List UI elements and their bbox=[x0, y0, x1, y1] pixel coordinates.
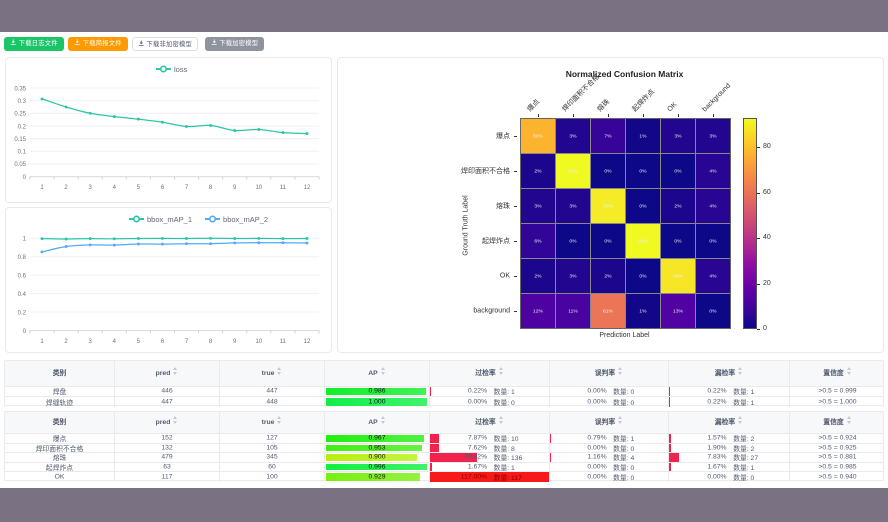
svg-text:12: 12 bbox=[304, 339, 311, 345]
svg-text:0: 0 bbox=[23, 175, 27, 181]
svg-text:10: 10 bbox=[255, 339, 262, 345]
svg-text:0.25: 0.25 bbox=[14, 112, 26, 118]
svg-text:0.3: 0.3 bbox=[18, 99, 27, 105]
svg-text:5: 5 bbox=[137, 185, 141, 191]
svg-text:0.4: 0.4 bbox=[18, 292, 27, 298]
svg-text:3: 3 bbox=[89, 339, 93, 345]
svg-text:0.35: 0.35 bbox=[14, 86, 26, 92]
svg-text:9: 9 bbox=[233, 185, 237, 191]
svg-text:0: 0 bbox=[23, 329, 27, 335]
svg-text:10: 10 bbox=[255, 185, 262, 191]
svg-text:2: 2 bbox=[64, 339, 68, 345]
svg-text:0.1: 0.1 bbox=[18, 150, 27, 156]
svg-text:2: 2 bbox=[64, 185, 68, 191]
svg-text:1: 1 bbox=[40, 339, 44, 345]
svg-text:11: 11 bbox=[280, 185, 287, 191]
svg-text:4: 4 bbox=[113, 185, 117, 191]
svg-text:0.2: 0.2 bbox=[18, 124, 27, 130]
svg-text:0.2: 0.2 bbox=[18, 310, 27, 316]
svg-text:1: 1 bbox=[23, 237, 27, 243]
svg-text:1: 1 bbox=[40, 185, 44, 191]
svg-text:3: 3 bbox=[89, 185, 93, 191]
svg-text:5: 5 bbox=[137, 339, 141, 345]
svg-text:7: 7 bbox=[185, 185, 189, 191]
svg-text:7: 7 bbox=[185, 339, 189, 345]
svg-text:4: 4 bbox=[113, 339, 117, 345]
svg-text:8: 8 bbox=[209, 339, 213, 345]
svg-text:8: 8 bbox=[209, 185, 213, 191]
svg-text:0.15: 0.15 bbox=[14, 137, 26, 143]
svg-text:12: 12 bbox=[304, 185, 311, 191]
svg-text:6: 6 bbox=[161, 185, 165, 191]
svg-text:0.6: 0.6 bbox=[18, 273, 27, 279]
svg-text:11: 11 bbox=[280, 339, 287, 345]
svg-text:6: 6 bbox=[161, 339, 165, 345]
svg-text:0.8: 0.8 bbox=[18, 255, 27, 261]
svg-text:0.05: 0.05 bbox=[14, 162, 26, 168]
svg-text:9: 9 bbox=[233, 339, 237, 345]
